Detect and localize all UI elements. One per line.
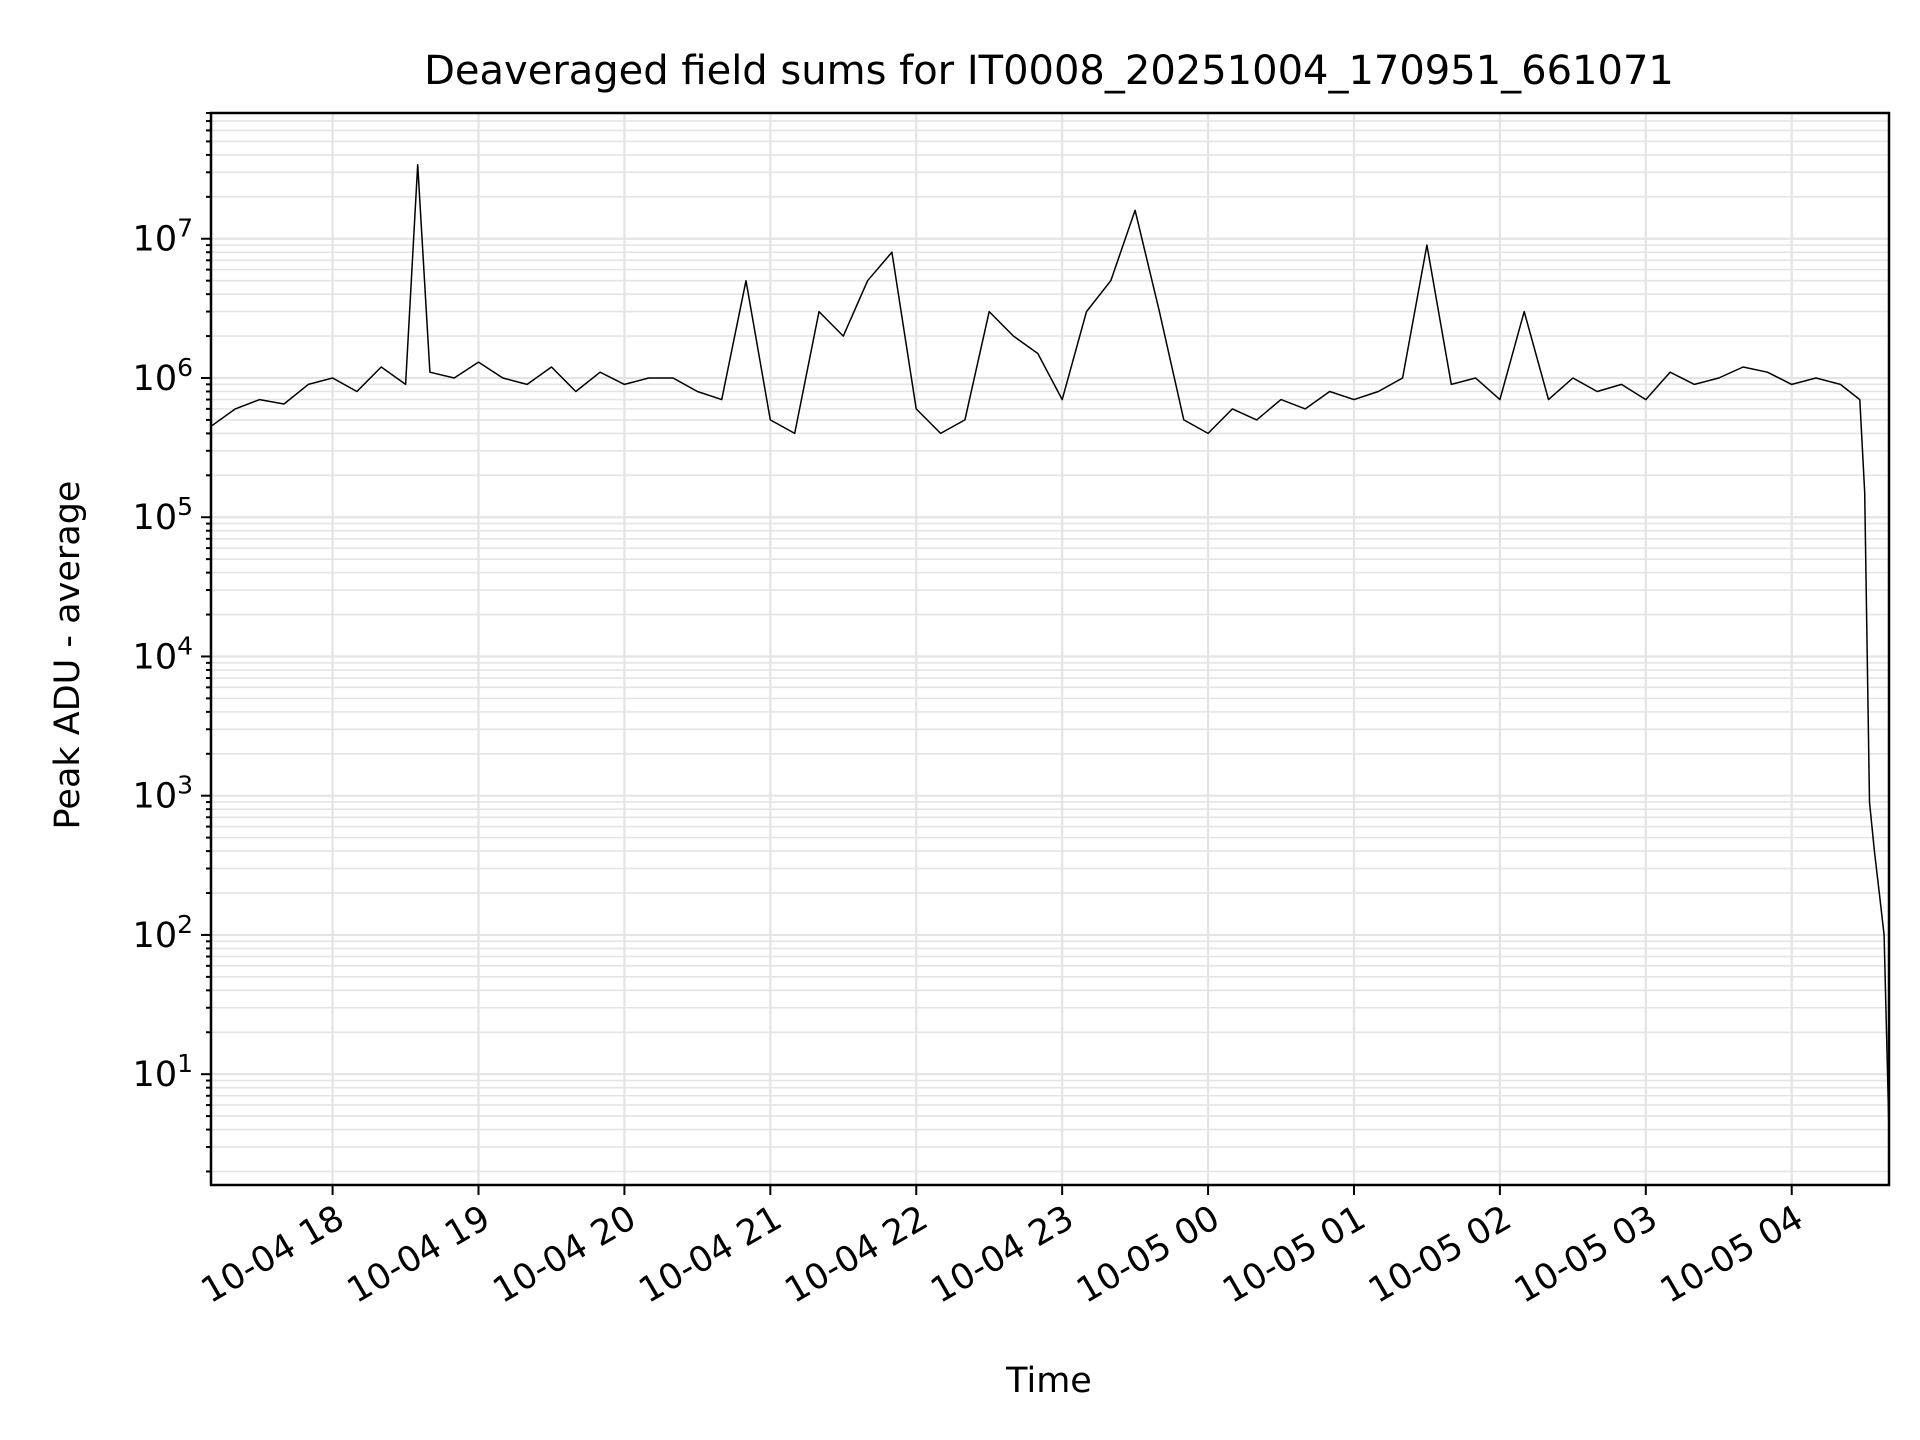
data-layer (210, 163, 1890, 1133)
x-tick-label: 10-04 21 (633, 1198, 789, 1311)
y-axis-ticks: 101 102 103 104 105 106 107 (133, 112, 211, 1173)
x-tick-label: 10-05 04 (1654, 1198, 1810, 1311)
y-axis-label: Peak ADU - average (48, 481, 88, 830)
x-tick-label: 10-05 02 (1362, 1198, 1518, 1311)
x-tick-label: 10-04 22 (778, 1198, 934, 1311)
y-tick-label: 103 (133, 771, 193, 817)
x-tick-label: 10-05 01 (1216, 1198, 1372, 1311)
x-tick-label: 10-04 23 (924, 1198, 1080, 1311)
x-tick-label: 10-05 03 (1508, 1198, 1664, 1311)
x-tick-label: 10-04 19 (341, 1198, 497, 1311)
y-tick-label: 105 (133, 492, 193, 538)
y-tick-label: 101 (133, 1049, 193, 1095)
x-tick-label: 10-04 20 (487, 1198, 643, 1311)
x-axis-label: Time (1005, 1361, 1092, 1401)
y-tick-label: 104 (133, 631, 193, 677)
x-tick-label: 10-05 00 (1070, 1198, 1226, 1311)
series-line (210, 163, 1890, 1133)
grid (211, 112, 1889, 1185)
plot-area (209, 111, 1891, 1187)
y-tick-label: 106 (133, 353, 193, 399)
y-tick-label: 102 (133, 910, 193, 956)
x-tick-label: 10-04 18 (195, 1198, 351, 1311)
y-tick-label: 107 (133, 214, 193, 260)
chart-title: Deaveraged field sums for IT0008_2025100… (424, 48, 1674, 94)
